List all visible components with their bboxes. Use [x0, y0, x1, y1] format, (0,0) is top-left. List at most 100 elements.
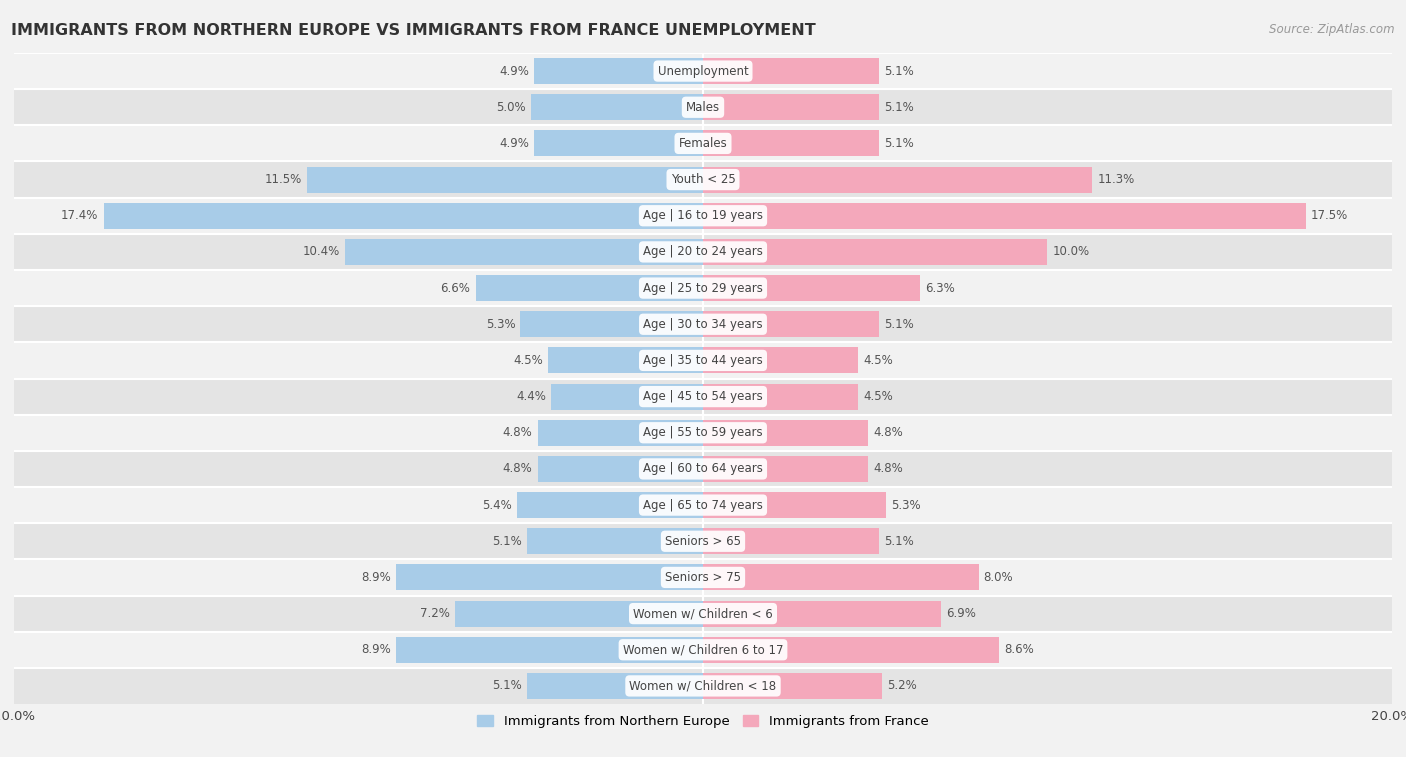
Text: 4.9%: 4.9% — [499, 64, 529, 77]
Text: Age | 20 to 24 years: Age | 20 to 24 years — [643, 245, 763, 258]
Bar — [14, 306, 1392, 342]
Text: 11.3%: 11.3% — [1098, 173, 1135, 186]
Text: 17.4%: 17.4% — [60, 209, 98, 223]
Text: Age | 65 to 74 years: Age | 65 to 74 years — [643, 499, 763, 512]
Bar — [396, 565, 703, 590]
Bar — [703, 311, 879, 338]
Bar — [703, 130, 879, 157]
Text: Age | 55 to 59 years: Age | 55 to 59 years — [643, 426, 763, 439]
Bar — [104, 203, 703, 229]
Bar — [14, 523, 1392, 559]
Text: 8.0%: 8.0% — [984, 571, 1014, 584]
Text: 5.0%: 5.0% — [496, 101, 526, 114]
Text: 4.9%: 4.9% — [499, 137, 529, 150]
Text: Unemployment: Unemployment — [658, 64, 748, 77]
Text: 4.8%: 4.8% — [873, 426, 903, 439]
Text: 4.5%: 4.5% — [863, 354, 893, 367]
Text: 8.9%: 8.9% — [361, 571, 391, 584]
Text: 17.5%: 17.5% — [1310, 209, 1348, 223]
Bar — [14, 596, 1392, 631]
Bar — [703, 565, 979, 590]
Text: Women w/ Children < 6: Women w/ Children < 6 — [633, 607, 773, 620]
Bar — [703, 94, 879, 120]
Bar — [703, 637, 1000, 663]
Text: IMMIGRANTS FROM NORTHERN EUROPE VS IMMIGRANTS FROM FRANCE UNEMPLOYMENT: IMMIGRANTS FROM NORTHERN EUROPE VS IMMIG… — [11, 23, 815, 38]
Text: Source: ZipAtlas.com: Source: ZipAtlas.com — [1270, 23, 1395, 36]
Text: Youth < 25: Youth < 25 — [671, 173, 735, 186]
Text: Females: Females — [679, 137, 727, 150]
Text: 8.6%: 8.6% — [1004, 643, 1035, 656]
Bar — [703, 347, 858, 373]
Bar — [14, 487, 1392, 523]
Bar — [534, 130, 703, 157]
Bar — [14, 53, 1392, 89]
Text: 10.0%: 10.0% — [1053, 245, 1090, 258]
Text: Age | 60 to 64 years: Age | 60 to 64 years — [643, 463, 763, 475]
Text: Age | 16 to 19 years: Age | 16 to 19 years — [643, 209, 763, 223]
Text: Males: Males — [686, 101, 720, 114]
Bar — [703, 203, 1306, 229]
Text: Women w/ Children < 18: Women w/ Children < 18 — [630, 680, 776, 693]
Bar — [14, 234, 1392, 270]
Bar — [531, 94, 703, 120]
Bar — [475, 275, 703, 301]
Bar — [703, 673, 882, 699]
Text: 6.6%: 6.6% — [440, 282, 471, 294]
Bar — [307, 167, 703, 192]
Text: 5.3%: 5.3% — [891, 499, 921, 512]
Text: Age | 35 to 44 years: Age | 35 to 44 years — [643, 354, 763, 367]
Legend: Immigrants from Northern Europe, Immigrants from France: Immigrants from Northern Europe, Immigra… — [472, 709, 934, 734]
Bar — [14, 378, 1392, 415]
Text: Age | 25 to 29 years: Age | 25 to 29 years — [643, 282, 763, 294]
Bar — [14, 270, 1392, 306]
Bar — [14, 126, 1392, 161]
Bar — [344, 239, 703, 265]
Bar — [14, 631, 1392, 668]
Bar — [396, 637, 703, 663]
Bar — [703, 528, 879, 554]
Bar — [703, 167, 1092, 192]
Bar — [14, 161, 1392, 198]
Bar — [527, 673, 703, 699]
Bar — [537, 456, 703, 482]
Text: 5.1%: 5.1% — [884, 534, 914, 548]
Bar — [703, 384, 858, 410]
Bar — [527, 528, 703, 554]
Text: 4.8%: 4.8% — [873, 463, 903, 475]
Text: 6.3%: 6.3% — [925, 282, 955, 294]
Text: Seniors > 65: Seniors > 65 — [665, 534, 741, 548]
Bar — [520, 311, 703, 338]
Bar — [548, 347, 703, 373]
Text: 5.1%: 5.1% — [492, 680, 522, 693]
Text: 5.1%: 5.1% — [492, 534, 522, 548]
Text: Seniors > 75: Seniors > 75 — [665, 571, 741, 584]
Text: 4.8%: 4.8% — [503, 426, 533, 439]
Bar — [14, 668, 1392, 704]
Text: 4.5%: 4.5% — [863, 390, 893, 403]
Bar — [534, 58, 703, 84]
Text: 4.4%: 4.4% — [516, 390, 547, 403]
Text: 5.1%: 5.1% — [884, 137, 914, 150]
Text: Age | 45 to 54 years: Age | 45 to 54 years — [643, 390, 763, 403]
Bar — [14, 198, 1392, 234]
Bar — [537, 419, 703, 446]
Text: 5.3%: 5.3% — [485, 318, 515, 331]
Bar — [703, 492, 886, 518]
Text: 11.5%: 11.5% — [264, 173, 302, 186]
Bar — [551, 384, 703, 410]
Text: 6.9%: 6.9% — [946, 607, 976, 620]
Bar — [14, 342, 1392, 378]
Bar — [14, 451, 1392, 487]
Text: 5.1%: 5.1% — [884, 318, 914, 331]
Bar — [14, 415, 1392, 451]
Text: 8.9%: 8.9% — [361, 643, 391, 656]
Bar — [703, 600, 941, 627]
Text: 5.1%: 5.1% — [884, 64, 914, 77]
Text: 5.4%: 5.4% — [482, 499, 512, 512]
Text: Age | 30 to 34 years: Age | 30 to 34 years — [643, 318, 763, 331]
Bar — [703, 239, 1047, 265]
Bar — [703, 419, 869, 446]
Text: 5.2%: 5.2% — [887, 680, 917, 693]
Text: 7.2%: 7.2% — [420, 607, 450, 620]
Bar — [14, 559, 1392, 596]
